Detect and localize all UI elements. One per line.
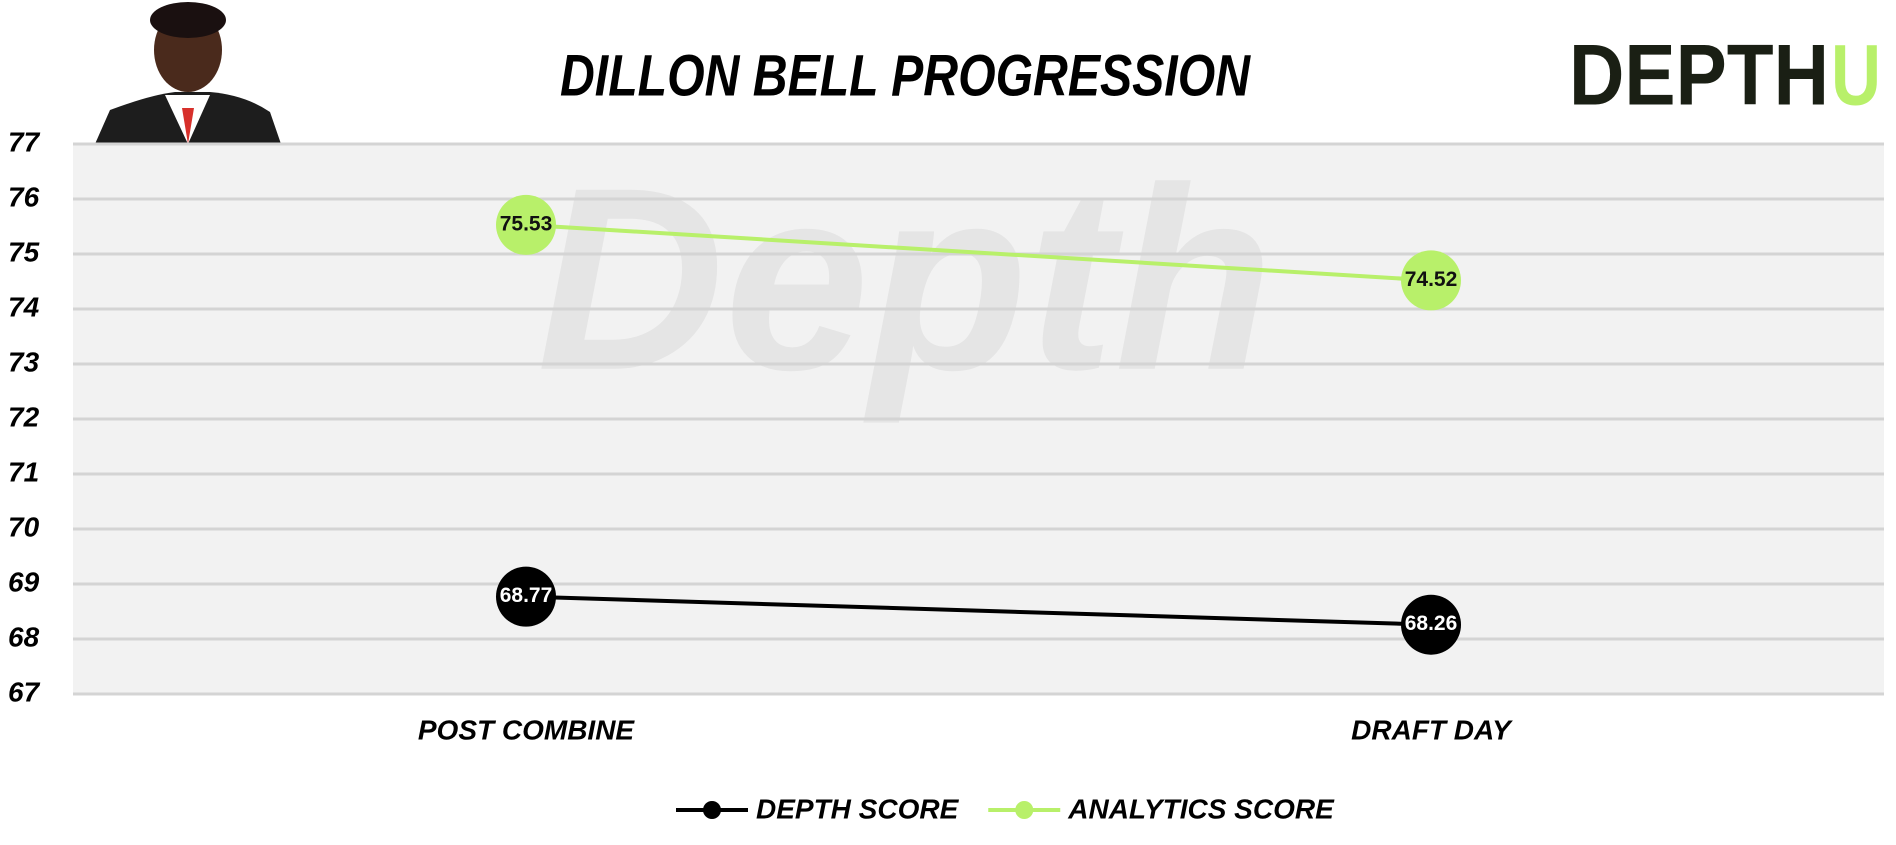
- legend-label: DEPTH SCORE: [756, 793, 960, 824]
- watermark: Depth: [537, 135, 1274, 426]
- y-tick-label: 75: [8, 236, 40, 267]
- data-label: 75.53: [500, 212, 553, 235]
- legend-marker: [1015, 801, 1034, 819]
- point: [1401, 250, 1461, 311]
- series-line: [525, 222, 1432, 283]
- data-label: 68.26: [1405, 612, 1458, 635]
- chart-title: DILLON BELL PROGRESSION: [560, 43, 1251, 108]
- point: [496, 566, 556, 627]
- y-tick-label: 77: [8, 126, 41, 157]
- y-tick-label: 74: [8, 291, 40, 322]
- logo-accent: U: [1831, 28, 1881, 124]
- player-photo: [95, 2, 281, 144]
- y-tick-label: 76: [8, 181, 40, 212]
- x-tick-label: POST COMBINE: [418, 714, 636, 745]
- data-label: 74.52: [1405, 268, 1458, 291]
- y-tick-label: 71: [8, 456, 39, 487]
- data-label: 68.77: [500, 584, 553, 607]
- y-tick-label: 72: [8, 401, 40, 432]
- series-line: [525, 594, 1432, 627]
- legend-marker: [703, 801, 721, 819]
- y-tick-label: 69: [8, 566, 40, 597]
- x-tick-label: DRAFT DAY: [1351, 714, 1513, 745]
- y-tick-label: 70: [8, 511, 40, 542]
- legend-label: ANALYTICS SCORE: [1067, 793, 1335, 824]
- logo-text: DEPTH: [1569, 28, 1829, 124]
- y-tick-label: 68: [8, 621, 40, 652]
- y-tick-label: 73: [8, 346, 40, 377]
- point: [496, 194, 556, 255]
- y-tick-label: 67: [8, 676, 41, 707]
- point: [1401, 594, 1461, 655]
